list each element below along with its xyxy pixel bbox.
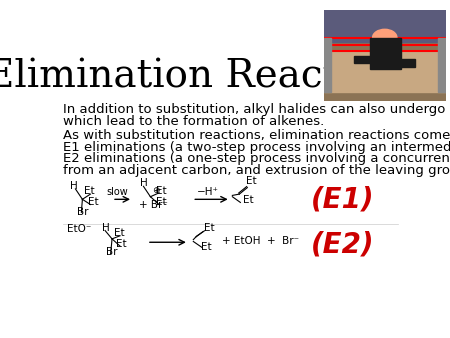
Text: EtO⁻: EtO⁻ [67,224,91,234]
Text: Et: Et [84,186,95,196]
Text: Et: Et [114,228,124,238]
Text: (E2): (E2) [310,230,374,258]
Text: from an adjacent carbon, and extrusion of the leaving group): from an adjacent carbon, and extrusion o… [63,164,450,177]
Text: Elimination Reactions: Elimination Reactions [0,59,419,96]
Text: Et: Et [116,239,126,249]
Bar [438,38,446,92]
Text: −H⁺: −H⁺ [197,187,219,197]
Text: which lead to the formation of alkenes.: which lead to the formation of alkenes. [63,115,324,128]
Text: E1 eliminations (a two-step process involving an intermediate carbocation): E1 eliminations (a two-step process invo… [63,141,450,154]
Text: Et: Et [243,195,253,205]
Bar [324,51,446,92]
Text: ⊕: ⊕ [152,186,160,195]
Text: H: H [140,178,148,188]
Ellipse shape [373,29,397,46]
Text: Et: Et [204,223,215,233]
Text: Et: Et [156,196,166,207]
Bar [324,38,331,92]
Text: Br: Br [77,207,89,217]
Text: Et: Et [88,196,98,207]
Text: slow: slow [106,187,128,197]
Text: Br: Br [106,247,117,257]
Text: H: H [102,222,109,233]
Bar [355,56,370,63]
Text: + EtOH  +  Br⁻: + EtOH + Br⁻ [222,236,299,246]
Text: (E1): (E1) [310,185,374,213]
Text: E2 eliminations (a one-step process involving a concurrent abstraction of a prot: E2 eliminations (a one-step process invo… [63,152,450,166]
Bar [399,59,415,67]
Text: H: H [70,181,78,191]
Text: + Br⁻: + Br⁻ [139,200,168,211]
Text: In addition to substitution, alkyl halides can also undergo elimination reaction: In addition to substitution, alkyl halid… [63,103,450,116]
Text: As with substitution reactions, elimination reactions come in two mechanistic ty: As with substitution reactions, eliminat… [63,129,450,142]
Bar [324,10,446,42]
Text: Et: Et [156,186,166,196]
Text: Et: Et [201,242,212,252]
Text: Et: Et [246,176,257,186]
Bar [370,38,400,70]
